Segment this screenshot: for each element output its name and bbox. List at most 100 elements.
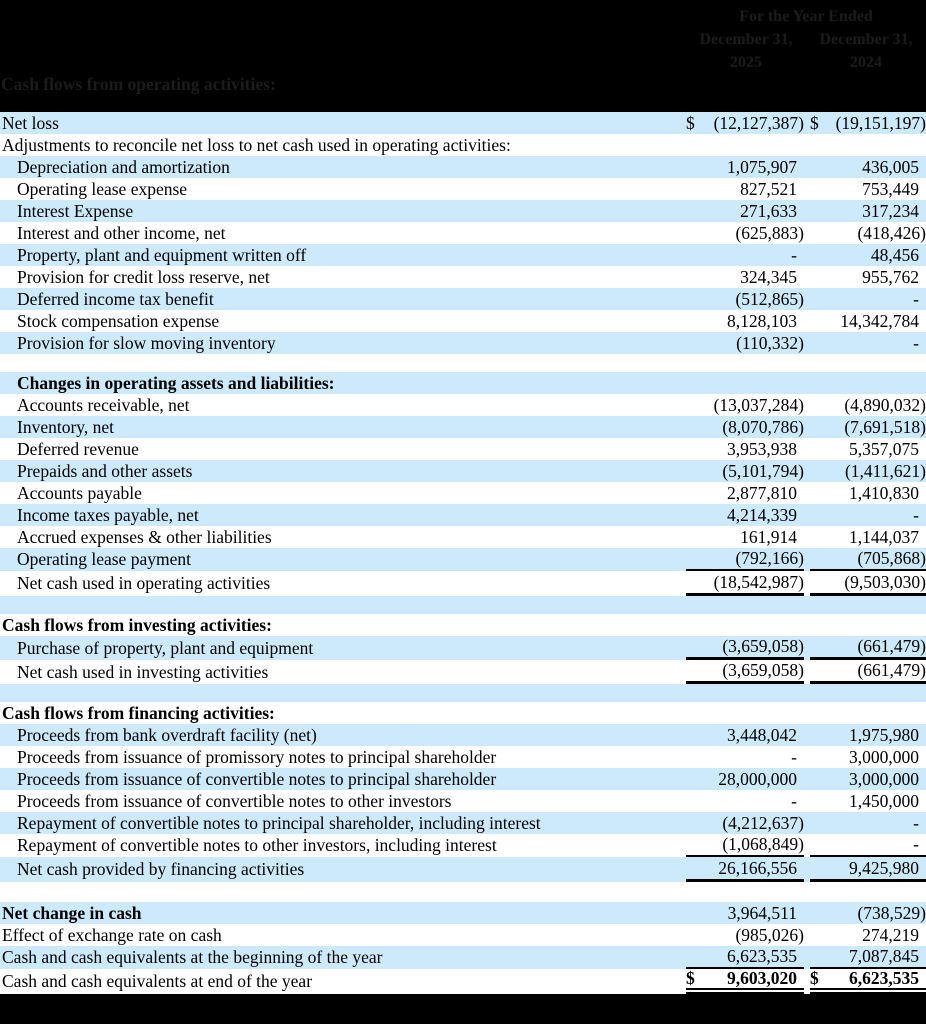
row-val1: 3,448,042 xyxy=(686,724,804,746)
row-val1: 1,075,907 xyxy=(686,156,804,178)
table-row: Adjustments to reconcile net loss to net… xyxy=(0,134,926,156)
row-amount: 9,603,020 xyxy=(727,968,797,988)
row-label: Prepaids and other assets xyxy=(17,460,193,481)
table-row xyxy=(0,596,926,614)
table-row: Net cash provided by financing activitie… xyxy=(0,857,926,882)
row-amount: 827,521 xyxy=(740,178,797,199)
table-row: Stock compensation expense 8,128,103 14,34… xyxy=(0,310,926,332)
row-val2: 48,456 xyxy=(810,244,926,266)
row-val1: (985,026) xyxy=(686,924,804,946)
row-amount: 3,953,938 xyxy=(727,438,797,459)
row-amount: 1,410,830 xyxy=(849,482,919,503)
table-row: Proceeds from bank overdraft facility (n… xyxy=(0,724,926,746)
row-val2: - xyxy=(810,332,926,354)
row-amount: (9,503,030) xyxy=(844,571,926,592)
row-amount: (19,151,197) xyxy=(835,112,926,133)
row-label: Inventory, net xyxy=(17,416,115,437)
row-val1: (3,659,058) xyxy=(686,636,804,660)
row-val1 xyxy=(686,882,804,902)
row-amount: 436,005 xyxy=(862,156,919,177)
row-val2 xyxy=(810,882,926,902)
row-amount: 7,087,845 xyxy=(849,946,919,966)
table-row: Accrued expenses & other liabilities 161,… xyxy=(0,526,926,548)
row-amount: (4,212,637) xyxy=(722,812,804,833)
table-row: Proceeds from issuance of promissory not… xyxy=(0,746,926,768)
row-amount: 161,914 xyxy=(740,526,797,547)
row-val1: 3,953,938 xyxy=(686,438,804,460)
row-val1: $ (12,127,387) xyxy=(686,112,804,134)
row-label: Repayment of convertible notes to other … xyxy=(17,835,497,855)
table-row: Cash flows from investing activities: xyxy=(0,614,926,636)
row-amount: (1,411,621) xyxy=(844,460,926,481)
row-amount: 3,000,000 xyxy=(849,746,919,767)
row-val1: 324,345 xyxy=(686,266,804,288)
table-row: Interest Expense 271,633 317,234 xyxy=(0,200,926,222)
row-val2 xyxy=(810,372,926,394)
row-label xyxy=(0,882,686,902)
col2-year-header: 2024 xyxy=(850,54,882,71)
row-val1: (5,101,794) xyxy=(686,460,804,482)
row-amount: 1,450,000 xyxy=(849,790,919,811)
row-label: Proceeds from issuance of convertible no… xyxy=(17,790,452,811)
row-val2: 436,005 xyxy=(810,156,926,178)
row-amount: (738,529) xyxy=(857,902,926,923)
row-val1: (1,068,849) xyxy=(686,834,804,857)
row-val2: (705,868) xyxy=(810,548,926,571)
row-label: Interest and other income, net xyxy=(17,222,226,243)
row-amount: - xyxy=(791,244,797,265)
period-header: For the Year Ended December 31, December… xyxy=(686,5,926,74)
row-val1: (3,659,058) xyxy=(686,660,804,684)
table-row: Cash flows from financing activities: xyxy=(0,702,926,724)
col1-date-header: December 31, xyxy=(699,31,793,48)
row-label: Proceeds from issuance of promissory not… xyxy=(17,746,497,767)
row-val2 xyxy=(810,614,926,636)
row-amount: - xyxy=(791,746,797,767)
row-amount: - xyxy=(913,812,919,833)
row-val1: 4,214,339 xyxy=(686,504,804,526)
row-label: Net cash provided by financing activitie… xyxy=(17,859,305,879)
row-label: Provision for credit loss reserve, net xyxy=(17,266,270,287)
row-val2: (9,503,030) xyxy=(810,571,926,596)
table-row: Accounts receivable, net (13,037,284) (4,8… xyxy=(0,394,926,416)
row-val2 xyxy=(810,134,926,156)
row-val1: 28,000,000 xyxy=(686,768,804,790)
row-label: Cash and cash equivalents at end of the … xyxy=(2,971,313,991)
row-label: Accrued expenses & other liabilities xyxy=(17,526,272,547)
row-label: Operating lease expense xyxy=(17,178,188,199)
row-amount: 3,448,042 xyxy=(727,724,797,745)
row-val1: 26,166,556 xyxy=(686,857,804,882)
row-amount: 1,144,037 xyxy=(849,526,919,547)
row-val2: 753,449 xyxy=(810,178,926,200)
row-amount: (985,026) xyxy=(735,924,804,945)
row-label: Property, plant and equipment written of… xyxy=(17,244,307,265)
row-amount: 1,075,907 xyxy=(727,156,797,177)
row-val1: (8,070,786) xyxy=(686,416,804,438)
col2-date-header: December 31, xyxy=(819,31,913,48)
table-row: Proceeds from issuance of convertible no… xyxy=(0,768,926,790)
row-amount: - xyxy=(913,504,919,525)
table-row: Proceeds from issuance of convertible no… xyxy=(0,790,926,812)
row-val1: 8,128,103 xyxy=(686,310,804,332)
row-amount: 8,128,103 xyxy=(727,310,797,331)
row-label xyxy=(0,684,686,702)
row-amount: (3,659,058) xyxy=(722,660,804,680)
year-headers: 2025 2024 xyxy=(686,51,926,74)
row-val2: (1,411,621) xyxy=(810,460,926,482)
row-label: Cash flows from financing activities: xyxy=(2,702,275,723)
row-val2: (661,479) xyxy=(810,636,926,660)
row-val2 xyxy=(810,684,926,702)
row-val1 xyxy=(686,702,804,724)
table-row xyxy=(0,354,926,372)
table-row: Purchase of property, plant and equipmen… xyxy=(0,636,926,660)
table-row: Deferred income tax benefit (512,865) - xyxy=(0,288,926,310)
row-val2: - xyxy=(810,504,926,526)
table-row: Depreciation and amortization 1,075,907 43… xyxy=(0,156,926,178)
table-row: Net loss $ (12,127,387) $ (19,151,197) xyxy=(0,112,926,134)
row-val1: 6,623,535 xyxy=(686,946,804,969)
table-row: Property, plant and equipment written of… xyxy=(0,244,926,266)
table-row: Provision for slow moving inventory (110,… xyxy=(0,332,926,354)
row-val2: 3,000,000 xyxy=(810,746,926,768)
row-val2 xyxy=(810,354,926,372)
table-row: Deferred revenue 3,953,938 5,357,075 xyxy=(0,438,926,460)
row-label: Net change in cash xyxy=(2,902,142,923)
